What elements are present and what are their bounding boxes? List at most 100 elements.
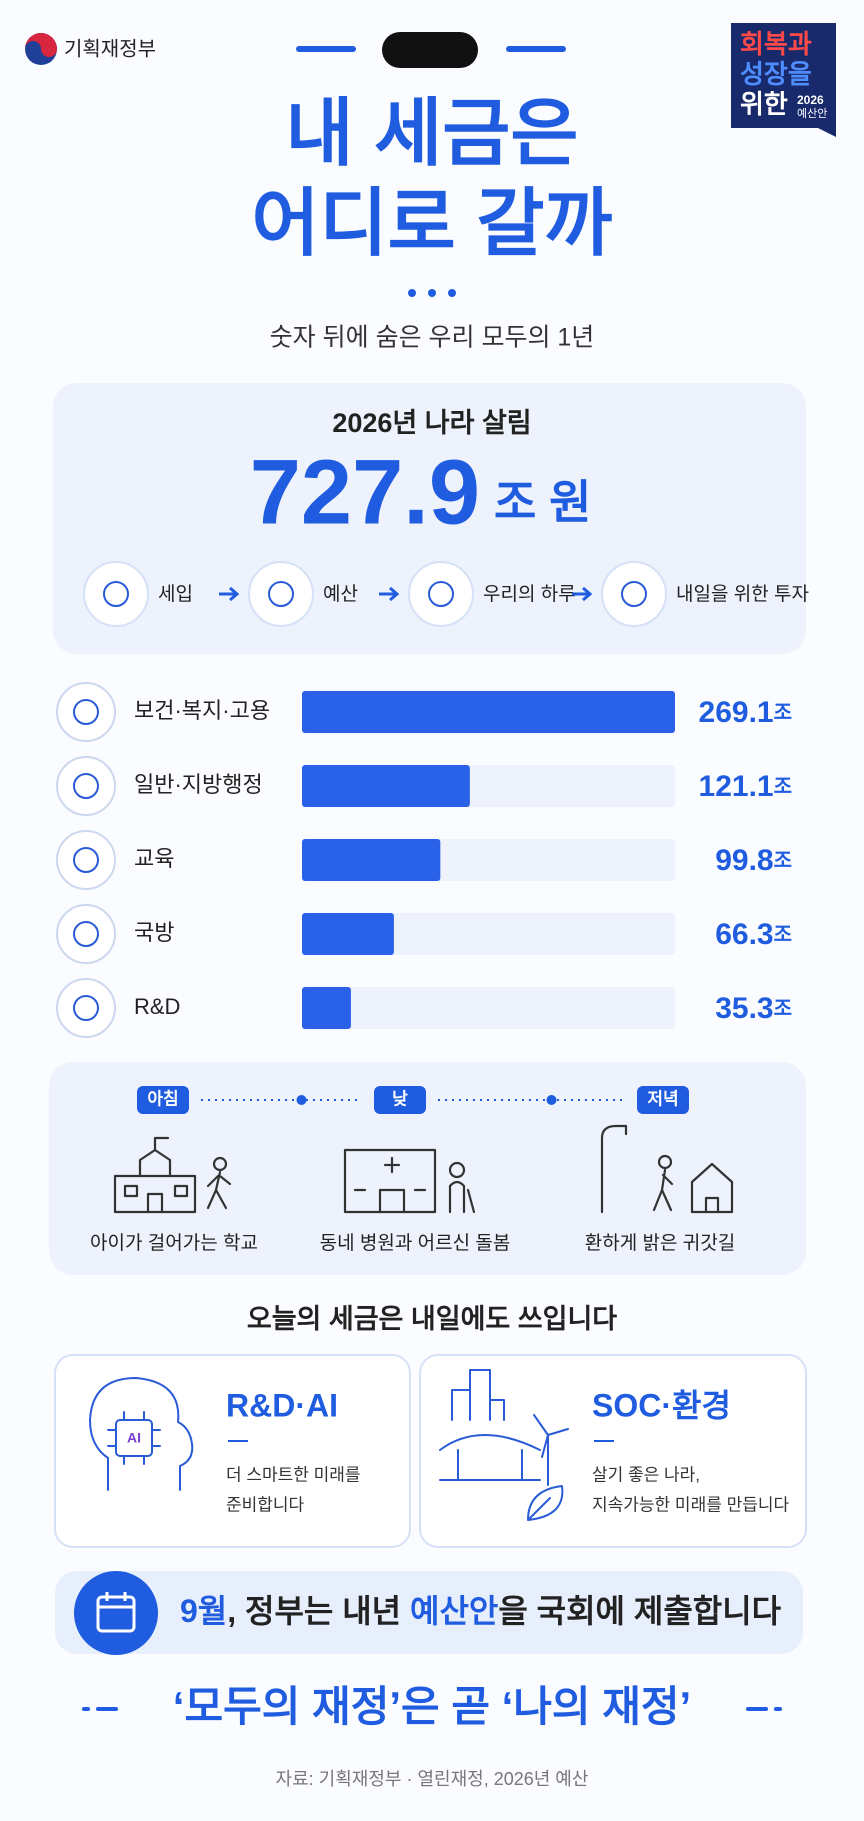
row-icon bbox=[56, 978, 116, 1038]
bar-value: 121.1조 bbox=[699, 770, 792, 803]
time-tag bbox=[374, 1086, 426, 1114]
svg-text:AI: AI bbox=[127, 1430, 141, 1446]
title-line: 내 세금은 bbox=[286, 92, 579, 175]
timeline-dot bbox=[546, 1095, 557, 1105]
time-label: 낮 bbox=[392, 1089, 408, 1108]
future-line: 지속가능한 미래를 만듭니다 bbox=[592, 1495, 789, 1514]
row-glyph bbox=[73, 921, 99, 947]
badge-line: 회복과 bbox=[740, 29, 812, 59]
future-title: R&D·AI bbox=[226, 1387, 338, 1423]
row-label: R&D bbox=[134, 994, 180, 1019]
row-label: 보건·복지·고용 bbox=[134, 698, 270, 723]
flow-glyph bbox=[268, 581, 294, 607]
bar-value: 269.1조 bbox=[699, 696, 792, 729]
notice: 9월, 정부는 내년 예산안을 국회에 제출합니다 bbox=[180, 1593, 782, 1629]
scene-caption: 동네 병원과 어르신 돌봄 bbox=[320, 1232, 511, 1254]
badge-line: 위한 bbox=[740, 89, 788, 119]
bar bbox=[302, 691, 675, 733]
future-card bbox=[54, 1354, 411, 1548]
flow-label: 세입 bbox=[158, 583, 193, 605]
value-unit: 조 bbox=[774, 702, 792, 724]
flow-label: 우리의 하루 bbox=[483, 583, 576, 605]
row-icon bbox=[56, 682, 116, 742]
rule bbox=[228, 1440, 248, 1442]
row-glyph bbox=[73, 699, 99, 725]
bar bbox=[302, 765, 470, 807]
total-unit: 조 원 bbox=[494, 476, 591, 528]
ai-icon: AI bbox=[89, 1377, 194, 1491]
bar bbox=[302, 987, 351, 1029]
scene-icons bbox=[113, 1124, 734, 1214]
calendar-glyph bbox=[96, 1592, 136, 1633]
bar-value: 66.3조 bbox=[715, 918, 792, 951]
flow-arrow bbox=[572, 586, 593, 602]
badge-year: 2026 bbox=[797, 93, 824, 107]
slogan-deco bbox=[82, 1707, 782, 1711]
title-line: 어디로 갈까 bbox=[252, 182, 613, 265]
row-label: 국방 bbox=[134, 920, 174, 945]
notice-part: 9월 bbox=[180, 1593, 227, 1629]
flow-icon bbox=[83, 561, 149, 627]
future-line: 더 스마트한 미래를 bbox=[226, 1465, 361, 1484]
flow-glyph bbox=[103, 581, 129, 607]
top-deco bbox=[296, 32, 566, 68]
row-glyph bbox=[73, 773, 99, 799]
row-icon bbox=[56, 756, 116, 816]
rule bbox=[594, 1440, 614, 1442]
bar bbox=[302, 839, 441, 881]
ministry: 기획재정부 bbox=[64, 37, 156, 60]
value-number: 66.3 bbox=[715, 918, 773, 951]
future-card bbox=[419, 1354, 807, 1548]
notice-banner bbox=[55, 1571, 803, 1654]
logo bbox=[25, 33, 57, 65]
flow-label: 내일을 위한 투자 bbox=[676, 583, 809, 605]
flow-arrow bbox=[379, 586, 400, 602]
value-unit: 조 bbox=[774, 850, 792, 872]
flow: 세입 예산 우리의 하루 내일을 위한 투자 bbox=[83, 561, 809, 627]
slogan: ‘모두의 재정’은 곧 ‘나의 재정’ bbox=[173, 1683, 691, 1730]
row-icon bbox=[56, 830, 116, 890]
bar bbox=[302, 913, 394, 955]
notice-part: , 정부는 내년 bbox=[227, 1593, 410, 1629]
row-label: 일반·지방행정 bbox=[134, 772, 263, 797]
row-label: 교육 bbox=[134, 846, 174, 871]
notice-part: 을 국회에 제출합니다 bbox=[498, 1593, 781, 1629]
future-line: 준비합니다 bbox=[226, 1495, 305, 1514]
flow-glyph bbox=[621, 581, 647, 607]
value-unit: 조 bbox=[774, 924, 792, 946]
bar-track bbox=[302, 987, 675, 1029]
flow-icon bbox=[601, 561, 667, 627]
future-title: SOC·환경 bbox=[592, 1387, 731, 1423]
value-number: 35.3 bbox=[715, 992, 773, 1025]
badge-line: 성장을 bbox=[740, 59, 812, 89]
row-glyph bbox=[73, 847, 99, 873]
flow-arrow bbox=[219, 586, 240, 602]
total-value: 727.9 bbox=[250, 441, 480, 543]
bar-value: 99.8조 bbox=[715, 844, 792, 877]
time-label: 아침 bbox=[147, 1088, 178, 1108]
timeline-dot bbox=[296, 1095, 307, 1105]
flow-icon bbox=[408, 561, 474, 627]
time-tag bbox=[637, 1086, 689, 1114]
value-unit: 조 bbox=[774, 776, 792, 798]
notice-part: 예산안 bbox=[410, 1593, 498, 1629]
future-heading: 오늘의 세금은 내일에도 쓰입니다 bbox=[247, 1304, 617, 1334]
scene-caption: 환하게 밝은 귀갓길 bbox=[585, 1232, 735, 1254]
value-number: 99.8 bbox=[715, 844, 773, 877]
value-number: 121.1 bbox=[699, 770, 774, 803]
bar-value: 35.3조 bbox=[715, 992, 792, 1025]
flow-glyph bbox=[428, 581, 454, 607]
time-label: 저녁 bbox=[647, 1089, 678, 1108]
dots bbox=[408, 289, 456, 297]
flow-label: 예산 bbox=[323, 583, 358, 605]
day-card bbox=[49, 1062, 806, 1275]
scene-caption: 아이가 걸어가는 학교 bbox=[90, 1232, 258, 1254]
future-line: 살기 좋은 나라, bbox=[592, 1465, 700, 1484]
bar-track bbox=[302, 913, 675, 955]
badge: 회복과 성장을 위한 2026 예산안 bbox=[731, 23, 836, 137]
row-glyph bbox=[73, 995, 99, 1021]
source: 자료: 기획재정부 · 열린재정, 2026년 예산 bbox=[276, 1769, 589, 1789]
